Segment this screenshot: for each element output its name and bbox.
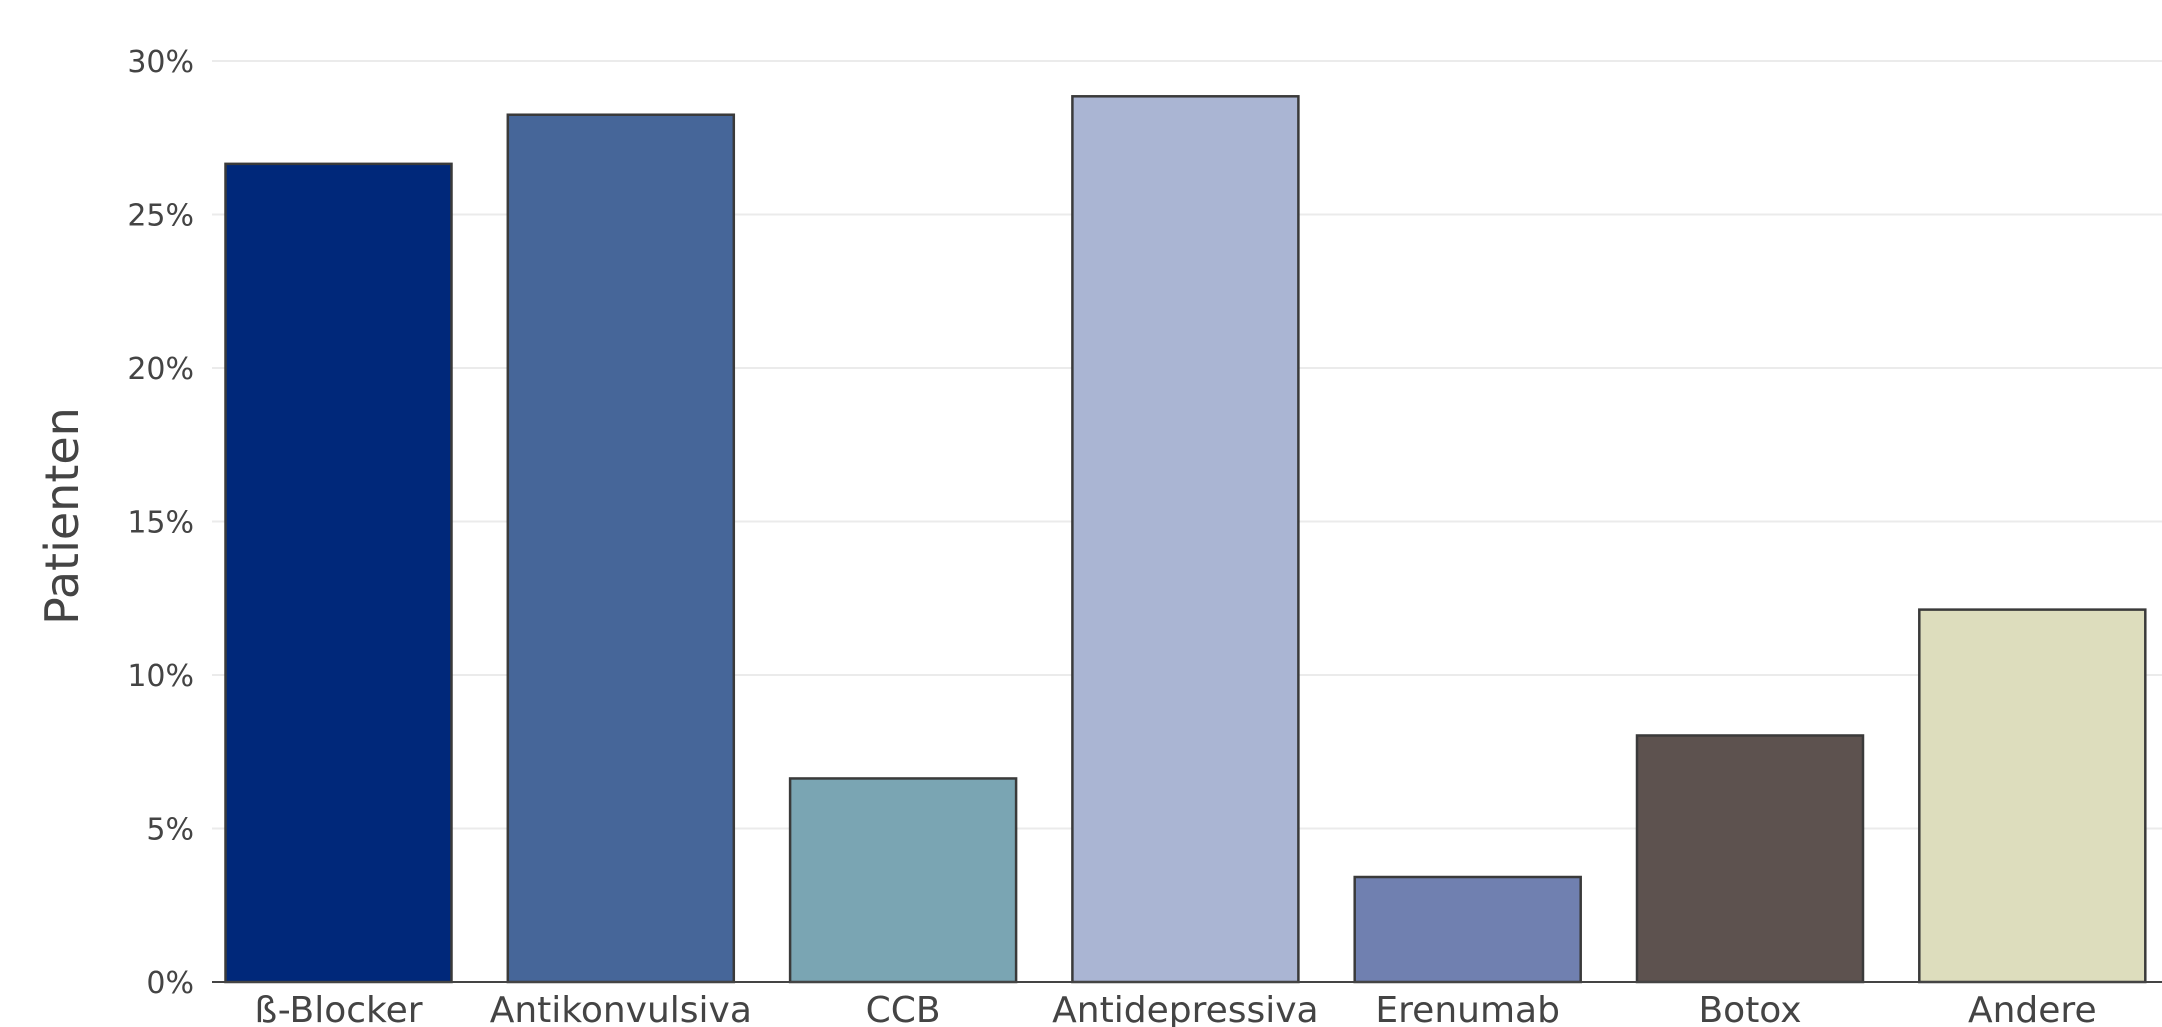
x-tick-label: Botox xyxy=(1698,990,1801,1027)
x-tick-label: CCB xyxy=(866,990,941,1027)
y-tick-label: 30% xyxy=(127,45,194,80)
bar-0 xyxy=(224,162,453,984)
bar-1 xyxy=(506,113,736,984)
y-tick-label: 0% xyxy=(146,966,194,1001)
y-tick-label: 20% xyxy=(127,352,194,387)
y-tick-label: 10% xyxy=(127,659,194,694)
bar-3 xyxy=(1071,95,1300,984)
x-axis-labels: ß-Blocker Antikonvulsiva CCB Antidepressiva… xyxy=(254,990,2096,1027)
bar-4 xyxy=(1353,875,1582,984)
y-axis-title: Patienten xyxy=(35,407,89,625)
bars xyxy=(224,95,2147,984)
y-tick-label: 25% xyxy=(127,199,194,234)
x-tick-label: ß-Blocker xyxy=(254,990,422,1027)
x-tick-label: Antidepressiva xyxy=(1052,990,1318,1027)
x-tick-label: Antikonvulsiva xyxy=(490,990,752,1027)
y-axis-ticks: 0% 5% 10% 15% 20% 25% 30% xyxy=(127,45,194,1001)
bar-2 xyxy=(788,777,1018,984)
x-tick-label: Erenumab xyxy=(1375,990,1560,1027)
bar-6 xyxy=(1918,608,2147,984)
bar-5 xyxy=(1635,734,1865,984)
x-tick-label: Andere xyxy=(1968,990,2097,1027)
y-tick-label: 5% xyxy=(146,813,194,848)
y-tick-label: 15% xyxy=(127,506,194,541)
